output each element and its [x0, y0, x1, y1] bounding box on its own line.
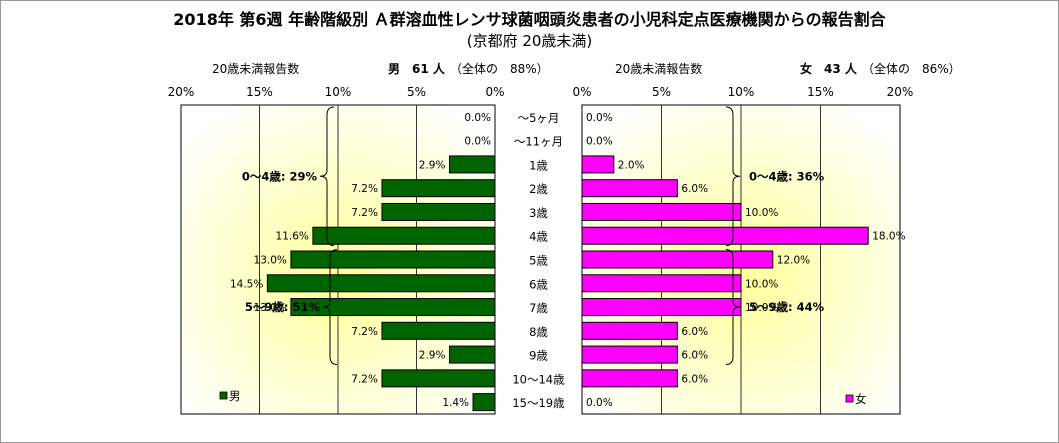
age-category-label: 4歳	[529, 230, 548, 244]
age-category-label: ～11ヶ月	[514, 135, 563, 149]
age-category-label: 9歳	[529, 349, 548, 363]
male-axis-tick: 0%	[485, 85, 505, 99]
male-axis-tick: 5%	[406, 85, 427, 99]
male-axis-tick: 10%	[324, 85, 352, 99]
female-value-label: 10.0%	[745, 207, 778, 219]
male-legend-label: 男	[229, 389, 241, 403]
female-value-label: 10.0%	[745, 278, 778, 290]
male-bar	[290, 298, 496, 317]
male-bar	[381, 369, 496, 388]
male-count-label: 20歳未満報告数	[212, 62, 300, 76]
female-legend-swatch	[845, 394, 854, 403]
age-category-label: 8歳	[529, 325, 548, 339]
female-bar	[581, 345, 678, 364]
male-value-label: 0.0%	[464, 112, 491, 124]
male-total: 男 61 人	[388, 62, 445, 76]
male-value-label: 7.2%	[351, 183, 378, 195]
male-value-label: 1.4%	[442, 397, 469, 409]
female-bar	[581, 321, 678, 340]
female-age-group-brace	[725, 249, 741, 365]
female-value-label: 6.0%	[681, 326, 708, 338]
male-bar	[266, 274, 496, 293]
age-category-label: 1歳	[529, 158, 548, 172]
male-bar	[472, 393, 496, 412]
female-total: 女 43 人	[800, 62, 857, 76]
female-axis-tick: 10%	[727, 85, 755, 99]
female-bar	[581, 179, 678, 198]
male-value-label: 13.0%	[254, 255, 287, 267]
male-value-label: 0.0%	[464, 136, 491, 148]
male-bar	[448, 345, 496, 364]
female-legend-label: 女	[855, 392, 867, 406]
age-category-label: 5歳	[529, 254, 548, 268]
age-category-label: 3歳	[529, 206, 548, 220]
male-bar	[381, 179, 496, 198]
male-share: （全体の 88%）	[450, 62, 549, 76]
male-value-label: 2.9%	[419, 159, 446, 171]
female-value-label: 6.0%	[681, 350, 708, 362]
chart-subtitle: (京都府 20歳未満)	[466, 32, 593, 50]
male-bar	[381, 202, 496, 221]
female-value-label: 18.0%	[872, 231, 905, 243]
female-age-group-brace	[725, 106, 741, 247]
female-axis-tick: 15%	[807, 85, 834, 99]
female-value-label: 0.0%	[586, 112, 613, 124]
female-value-label: 12.0%	[777, 255, 810, 267]
female-bar	[581, 250, 774, 269]
female-axis-tick: 5%	[651, 85, 672, 99]
female-value-label: 10.0%	[745, 302, 778, 314]
female-bar	[581, 274, 742, 293]
age-category-label: 2歳	[529, 182, 548, 196]
female-bar	[581, 155, 615, 174]
female-count-label: 20歳未満報告数	[615, 62, 703, 76]
age-category-label: 10～14歳	[512, 372, 565, 386]
female-value-label: 0.0%	[586, 136, 613, 148]
female-age-group-label: 5～9歳: 44%	[749, 300, 825, 314]
male-bar	[312, 226, 496, 245]
male-age-group-brace	[319, 106, 335, 247]
male-axis-tick: 20%	[167, 85, 195, 99]
male-legend-swatch	[219, 391, 228, 400]
female-axis-tick: 0%	[572, 85, 592, 99]
male-value-label: 7.2%	[351, 326, 378, 338]
male-bar	[290, 250, 496, 269]
male-age-group-label: 0～4歳: 29%	[242, 169, 318, 183]
male-value-label: 11.6%	[276, 231, 309, 243]
age-category-label: 6歳	[529, 277, 548, 291]
female-bar	[581, 226, 869, 245]
male-axis-tick: 15%	[246, 85, 273, 99]
chart-title: 2018年 第6週 年齢階級別 Ａ群溶血性レンサ球菌咽頭炎患者の小児科定点医療機…	[173, 10, 886, 29]
male-value-label: 13.0%	[254, 302, 287, 314]
male-value-label: 7.2%	[351, 373, 378, 385]
male-age-group-brace	[322, 249, 338, 365]
male-value-label: 2.9%	[419, 350, 446, 362]
age-category-label: 15～19歳	[512, 396, 565, 410]
female-share: （全体の 86%）	[862, 62, 961, 76]
male-bar	[448, 155, 496, 174]
male-value-label: 7.2%	[351, 207, 378, 219]
female-value-label: 6.0%	[681, 183, 708, 195]
age-category-label: 7歳	[529, 301, 548, 315]
male-bar	[381, 321, 496, 340]
female-bar	[581, 298, 742, 317]
female-value-label: 0.0%	[586, 397, 613, 409]
female-bar	[581, 369, 678, 388]
female-value-label: 6.0%	[681, 373, 708, 385]
male-age-group-label: 5～9歳: 51%	[245, 300, 321, 314]
male-value-label: 14.5%	[230, 278, 263, 290]
female-age-group-label: 0～4歳: 36%	[749, 169, 825, 183]
age-category-label: ～5ヶ月	[518, 111, 560, 125]
female-axis-tick: 20%	[886, 85, 914, 99]
female-value-label: 2.0%	[618, 159, 645, 171]
female-bar	[581, 202, 742, 221]
